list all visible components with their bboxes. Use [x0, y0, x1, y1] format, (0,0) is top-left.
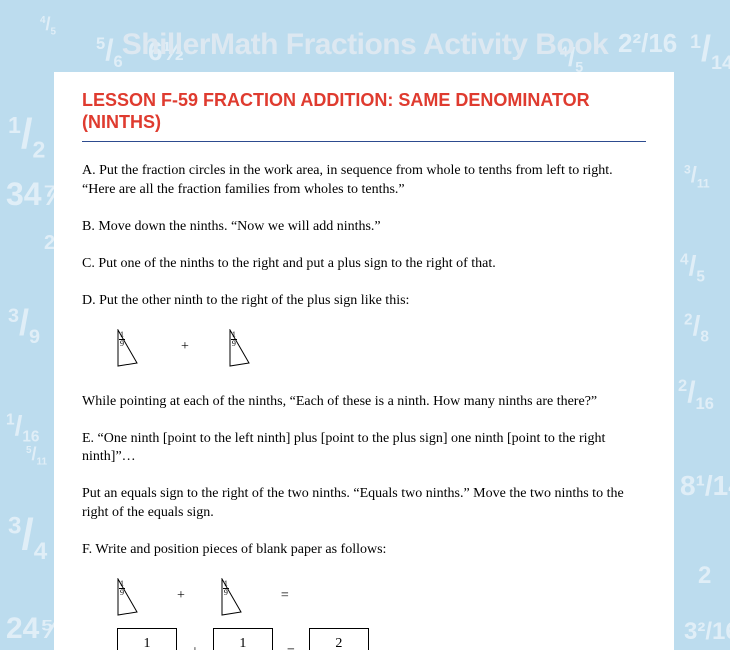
bg-fraction: 3/9 [8, 302, 40, 349]
para-a: A. Put the fraction circles in the work … [82, 162, 646, 200]
fraction-box-3: 2 9 [309, 628, 369, 650]
para-c: C. Put one of the ninths to the right an… [82, 255, 646, 274]
lesson-title: LESSON F-59 FRACTION ADDITION: SAME DENO… [82, 90, 646, 142]
bg-fraction: 5/11 [26, 444, 47, 468]
bg-fraction: 8¹/14 [680, 470, 730, 502]
lesson-page: LESSON F-59 FRACTION ADDITION: SAME DENO… [54, 72, 674, 650]
bg-fraction: 3/4 [8, 510, 47, 566]
bg-fraction: 2 [698, 562, 711, 590]
pie-slice-2-right: 1 9 [221, 578, 245, 614]
para-f: F. Write and position pieces of blank pa… [82, 541, 646, 560]
bg-fraction: 3/11 [684, 162, 710, 190]
plus-sign: + [181, 339, 189, 355]
para-while: While pointing at each of the ninths, “E… [82, 393, 646, 412]
equation-row-1: 1 9 + 1 9 [82, 329, 646, 365]
box-equals: = [287, 644, 295, 650]
para-b: B. Move down the ninths. “Now we will ad… [82, 218, 646, 237]
para-e: E. “One ninth [point to the left ninth] … [82, 430, 646, 468]
para-d: D. Put the other ninth to the right of t… [82, 292, 646, 311]
bg-fraction: 1/16 [6, 410, 39, 447]
fraction-box-1: 1 9 [117, 628, 177, 650]
box-plus: + [191, 644, 199, 650]
equals-sign-2: = [281, 588, 289, 604]
bg-fraction: 4/5 [680, 250, 705, 287]
book-title: ShillerMath Fractions Activity Book [0, 28, 730, 62]
pie-slice-right: 1 9 [229, 329, 253, 365]
pie-slice-left: 1 9 [117, 329, 141, 365]
bg-fraction: 1/2 [8, 110, 45, 163]
bg-fraction: 2/8 [684, 310, 709, 347]
para-eq: Put an equals sign to the right of the t… [82, 485, 646, 523]
plus-sign-2: + [177, 588, 185, 604]
equation-row-2: 1 9 + 1 9 = [82, 578, 646, 614]
bg-fraction: 3²/16 [684, 618, 730, 646]
pie-slice-2-left: 1 9 [117, 578, 141, 614]
fraction-box-2: 1 9 [213, 628, 273, 650]
bg-fraction: 2/16 [678, 376, 714, 414]
boxes-row: 1 9 + 1 9 = 2 9 [82, 628, 646, 650]
